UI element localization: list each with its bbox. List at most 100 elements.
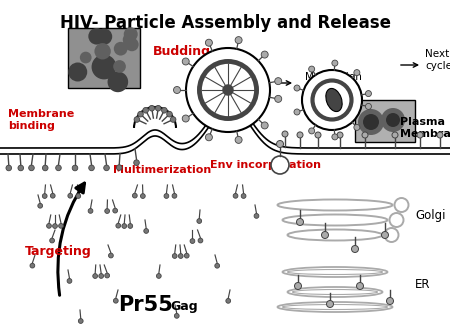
Circle shape	[113, 208, 117, 213]
Circle shape	[113, 298, 118, 303]
Circle shape	[384, 228, 399, 242]
Circle shape	[332, 60, 338, 66]
Circle shape	[144, 229, 148, 233]
Circle shape	[356, 282, 364, 289]
Circle shape	[275, 78, 282, 84]
Circle shape	[43, 165, 49, 171]
Circle shape	[68, 193, 72, 198]
Circle shape	[172, 193, 177, 198]
Circle shape	[93, 274, 98, 279]
Circle shape	[327, 301, 333, 308]
Ellipse shape	[288, 270, 382, 275]
Circle shape	[17, 165, 23, 171]
Circle shape	[96, 28, 112, 45]
Circle shape	[315, 132, 321, 138]
Circle shape	[172, 254, 177, 258]
Circle shape	[178, 254, 183, 258]
Circle shape	[86, 165, 92, 171]
Circle shape	[175, 314, 179, 318]
Ellipse shape	[278, 200, 392, 211]
Circle shape	[162, 108, 167, 113]
Text: Next
cycle: Next cycle	[425, 49, 450, 71]
Circle shape	[88, 209, 93, 213]
Circle shape	[297, 218, 303, 225]
Circle shape	[94, 43, 111, 59]
Circle shape	[226, 298, 230, 303]
Circle shape	[241, 194, 246, 198]
Circle shape	[99, 274, 104, 278]
Circle shape	[101, 165, 106, 171]
Circle shape	[395, 198, 409, 212]
Text: Multimerization: Multimerization	[113, 165, 211, 175]
Circle shape	[271, 156, 289, 174]
Circle shape	[390, 213, 404, 227]
Circle shape	[381, 108, 405, 132]
Circle shape	[30, 263, 35, 268]
Circle shape	[309, 128, 315, 134]
Circle shape	[155, 105, 161, 111]
Circle shape	[166, 112, 172, 117]
Circle shape	[80, 52, 91, 63]
Ellipse shape	[326, 88, 342, 112]
Circle shape	[124, 27, 138, 41]
Circle shape	[134, 117, 140, 122]
Ellipse shape	[288, 287, 382, 297]
Circle shape	[182, 115, 189, 122]
Circle shape	[76, 194, 81, 198]
Circle shape	[105, 273, 109, 278]
Circle shape	[198, 238, 203, 243]
Circle shape	[205, 134, 212, 141]
Circle shape	[114, 42, 127, 55]
Text: Membrane
binding: Membrane binding	[8, 109, 74, 131]
Ellipse shape	[292, 289, 378, 294]
Circle shape	[58, 223, 63, 228]
Ellipse shape	[283, 214, 387, 225]
Text: Targeting: Targeting	[25, 246, 92, 258]
Circle shape	[174, 86, 180, 93]
Circle shape	[386, 113, 400, 127]
Circle shape	[29, 165, 34, 171]
Circle shape	[365, 90, 371, 97]
Circle shape	[417, 132, 423, 138]
Text: Maturation: Maturation	[305, 72, 362, 82]
Circle shape	[38, 203, 43, 208]
Circle shape	[297, 132, 303, 138]
Circle shape	[309, 66, 315, 72]
Circle shape	[140, 194, 145, 198]
Circle shape	[157, 274, 161, 278]
Circle shape	[57, 165, 63, 171]
Circle shape	[184, 253, 189, 258]
Text: Golgi: Golgi	[415, 209, 446, 221]
Circle shape	[233, 193, 238, 198]
Ellipse shape	[283, 305, 387, 310]
Text: Pr55: Pr55	[118, 295, 173, 315]
Circle shape	[113, 60, 126, 73]
Circle shape	[197, 219, 202, 223]
Circle shape	[116, 165, 121, 170]
Circle shape	[235, 37, 242, 44]
Circle shape	[123, 37, 135, 50]
Circle shape	[133, 160, 139, 166]
Ellipse shape	[278, 302, 392, 312]
Circle shape	[205, 39, 212, 46]
Circle shape	[53, 224, 58, 228]
Circle shape	[50, 193, 55, 198]
Circle shape	[143, 108, 148, 113]
Circle shape	[116, 223, 121, 228]
FancyBboxPatch shape	[355, 100, 415, 142]
Circle shape	[363, 114, 379, 130]
Circle shape	[108, 253, 113, 258]
Circle shape	[108, 72, 128, 92]
Circle shape	[437, 132, 443, 138]
Text: ER: ER	[415, 279, 431, 291]
Circle shape	[171, 117, 176, 122]
Circle shape	[125, 38, 139, 51]
Circle shape	[47, 223, 51, 228]
Circle shape	[294, 109, 300, 115]
Circle shape	[182, 58, 189, 65]
Circle shape	[358, 109, 384, 135]
Text: Budding: Budding	[153, 46, 211, 58]
Circle shape	[123, 33, 136, 46]
Circle shape	[294, 282, 302, 289]
Circle shape	[138, 112, 143, 117]
